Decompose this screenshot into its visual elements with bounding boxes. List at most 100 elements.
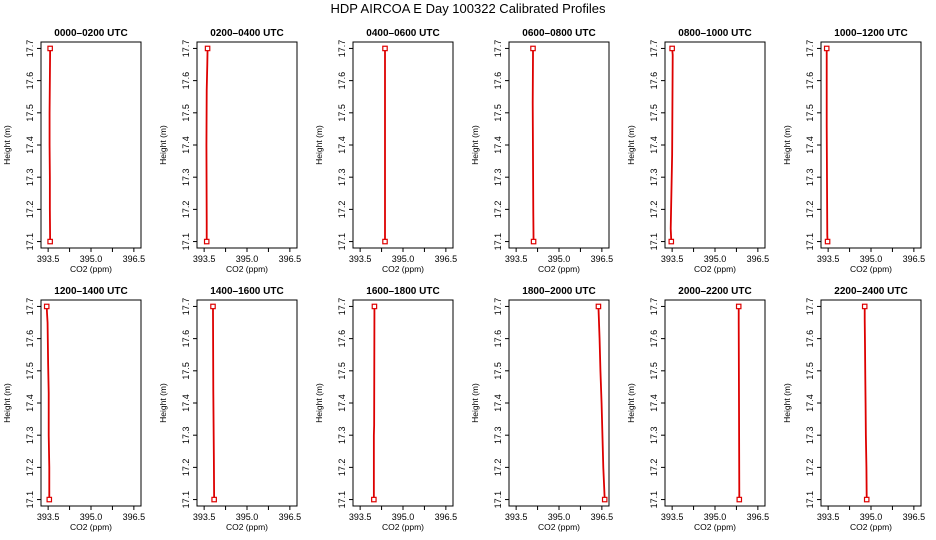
panel-1-ytick-label: 17.3	[25, 168, 35, 186]
panel-8-xtick-label: 393.5	[193, 512, 216, 522]
panel-2-ytick-label: 17.4	[181, 136, 191, 154]
panel-2-xtick-label: 395.0	[236, 254, 259, 264]
panel-6: 1000–1200 UTC 17.1 17.2 17.3 17.4 17.5 17.6 17.…	[782, 28, 925, 274]
panel-5-top-marker	[669, 45, 675, 52]
panel-7-top-marker	[43, 303, 50, 310]
panel-9-xtick-label: 395.0	[392, 512, 415, 522]
panel-2-ylabel: Height (m)	[158, 125, 168, 165]
panel-10-ytick-label: 17.7	[493, 298, 503, 316]
panel-3-ytick-label: 17.4	[337, 136, 347, 154]
panel-9-title: 1600–1800 UTC	[366, 286, 439, 297]
panel-2: 0200–0400 UTC 17.1 17.2 17.3 17.4 17.5 17.6 17.…	[158, 28, 301, 274]
panel-6-xtick-label: 393.5	[817, 254, 840, 264]
panel-11-ytick-label: 17.6	[649, 330, 659, 348]
panel-7-xlabel: CO2 (ppm)	[70, 522, 112, 532]
panel-4-xtick-label: 393.5	[505, 254, 528, 264]
panel-3-ytick-label: 17.2	[337, 201, 347, 219]
panel-9-ytick-label: 17.5	[337, 362, 347, 380]
panel-8-ytick-label: 17.2	[181, 459, 191, 477]
panel-4-xlabel: CO2 (ppm)	[538, 264, 580, 274]
panel-11: 2000–2200 UTC 17.1 17.2 17.3 17.4 17.5 17.6 17.…	[626, 286, 769, 532]
panel-7-ytick-label: 17.3	[25, 426, 35, 444]
panel-10-bottom-marker	[601, 496, 608, 503]
panel-4-top-marker	[530, 45, 536, 52]
panel-1-xtick-label: 396.5	[123, 254, 146, 264]
panel-5-ytick-label: 17.6	[649, 72, 659, 90]
panel-12-ytick-label: 17.1	[805, 491, 815, 509]
panel-5-xtick-label: 393.5	[661, 254, 684, 264]
panel-5-bottom-marker	[668, 238, 675, 245]
panel-1-ytick-label: 17.1	[25, 233, 35, 251]
panel-2-ytick-label: 17.3	[181, 168, 191, 186]
panel-11-ytick-label: 17.2	[649, 459, 659, 477]
panel-2-xtick-label: 396.5	[279, 254, 302, 264]
panel-5-ytick-label: 17.2	[649, 201, 659, 219]
panel-6-profile-line	[825, 48, 829, 242]
panel-5-ytick-label: 17.3	[649, 168, 659, 186]
panel-9-ytick-label: 17.1	[337, 491, 347, 509]
panel-7-ytick-label: 17.4	[25, 394, 35, 412]
panel-4-bottom-marker	[530, 238, 537, 245]
panel-8-xtick-label: 396.5	[279, 512, 302, 522]
panel-2-ytick-label: 17.5	[181, 104, 191, 122]
panel-7-xtick-label: 396.5	[123, 512, 146, 522]
panel-9-ylabel: Height (m)	[314, 383, 324, 423]
panel-8-ytick-label: 17.5	[181, 362, 191, 380]
panel-10-xtick-label: 393.5	[505, 512, 528, 522]
panel-11-title: 2000–2200 UTC	[678, 286, 751, 297]
panel-8-ytick-label: 17.6	[181, 330, 191, 348]
panel-1-xtick-label: 395.0	[80, 254, 103, 264]
panel-5-ytick-label: 17.4	[649, 136, 659, 154]
panel-2-ytick-label: 17.1	[181, 233, 191, 251]
panel-11-ytick-label: 17.1	[649, 491, 659, 509]
panel-7-ytick-label: 17.5	[25, 362, 35, 380]
panel-10-ytick-label: 17.6	[493, 330, 503, 348]
panel-6-ylabel: Height (m)	[782, 125, 792, 165]
panel-8-xtick-label: 395.0	[236, 512, 259, 522]
panel-6-ytick-label: 17.6	[805, 72, 815, 90]
panel-1-xtick-label: 393.5	[37, 254, 60, 264]
panel-9-ytick-label: 17.6	[337, 330, 347, 348]
panel-12-xlabel: CO2 (ppm)	[850, 522, 892, 532]
panel-12-top-marker	[861, 303, 868, 310]
panel-4-xtick-label: 395.0	[548, 254, 571, 264]
panel-12-xtick-label: 395.0	[860, 512, 883, 522]
panel-7-ytick-label: 17.1	[25, 491, 35, 509]
panel-3-ytick-label: 17.5	[337, 104, 347, 122]
panel-12-ytick-label: 17.2	[805, 459, 815, 477]
panel-10-top-marker	[595, 303, 602, 310]
panel-6-xtick-label: 396.5	[903, 254, 926, 264]
panel-4-ytick-label: 17.2	[493, 201, 503, 219]
panel-10: 1800–2000 UTC 17.1 17.2 17.3 17.4 17.5 17.6 17.…	[470, 286, 613, 532]
panel-4-ylabel: Height (m)	[470, 125, 480, 165]
panel-10-ytick-label: 17.4	[493, 394, 503, 412]
panel-2-xlabel: CO2 (ppm)	[226, 264, 268, 274]
panel-10-ylabel: Height (m)	[470, 383, 480, 423]
panel-7-xtick-label: 395.0	[80, 512, 103, 522]
panel-7-profile-line	[45, 306, 51, 500]
panel-11-xtick-label: 393.5	[661, 512, 684, 522]
panel-1: 0000–0200 UTC 17.1 17.2 17.3 17.4 17.5 17.6 17.…	[2, 28, 145, 274]
panel-2-xtick-label: 393.5	[193, 254, 216, 264]
panel-5-ylabel: Height (m)	[626, 125, 636, 165]
panel-12-ytick-label: 17.6	[805, 330, 815, 348]
panel-7-bottom-marker	[46, 496, 53, 503]
panel-6-xlabel: CO2 (ppm)	[850, 264, 892, 274]
panel-11-xlabel: CO2 (ppm)	[694, 522, 736, 532]
panel-12-xtick-label: 396.5	[903, 512, 926, 522]
panel-7-ytick-label: 17.7	[25, 298, 35, 316]
panel-9-ytick-label: 17.3	[337, 426, 347, 444]
panel-12-xtick-label: 393.5	[817, 512, 840, 522]
panel-8-ytick-label: 17.4	[181, 394, 191, 412]
panel-12-ylabel: Height (m)	[782, 383, 792, 423]
panel-7-xtick-label: 393.5	[37, 512, 60, 522]
panel-6-bottom-marker	[824, 238, 831, 245]
panel-1-title: 0000–0200 UTC	[54, 28, 127, 39]
panel-4-xtick-label: 396.5	[591, 254, 614, 264]
panel-8-ylabel: Height (m)	[158, 383, 168, 423]
panel-2-profile-line	[205, 48, 209, 242]
panel-10-ytick-label: 17.3	[493, 426, 503, 444]
panel-1-ylabel: Height (m)	[2, 125, 12, 165]
panel-11-profile-line	[737, 306, 741, 500]
panel-3-xtick-label: 396.5	[435, 254, 458, 264]
